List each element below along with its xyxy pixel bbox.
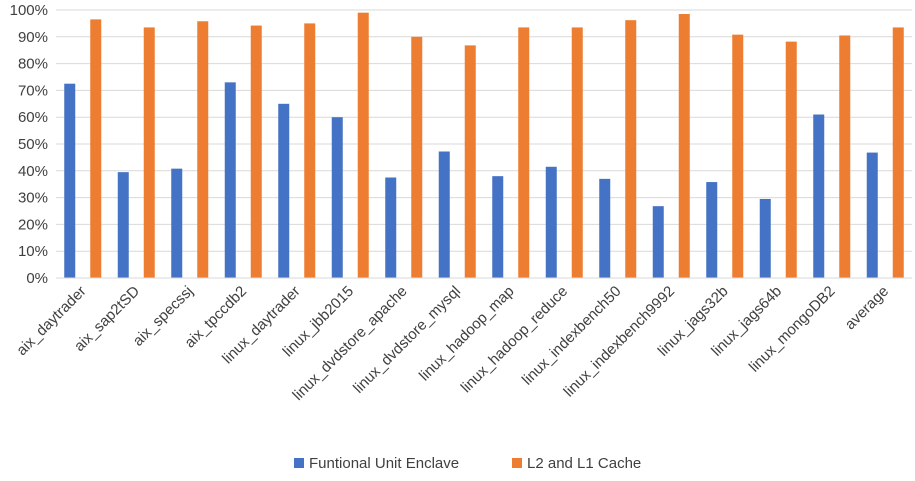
y-axis: 0% 10% 20% 30% 40% 50% 60% 70% 80% 90% 100% xyxy=(10,2,48,287)
y-tick-label: 80% xyxy=(18,56,48,73)
x-axis: aix_daytraderaix_sap2tSDaix_specssjaix_t… xyxy=(13,277,912,404)
bar-functional-unit-enclave-linux_indexbench9992 xyxy=(652,206,664,278)
gridlines xyxy=(56,9,912,279)
bar-functional-unit-enclave-linux_dvdstore_apache xyxy=(385,177,397,278)
x-tick-label: linux_dvdstore_mysql xyxy=(350,283,464,397)
bar-functional-unit-enclave-aix_specssj xyxy=(171,168,183,278)
x-tick-label: linux_hadoop_reduce xyxy=(458,283,571,396)
bar-functional-unit-enclave-linux_daytrader xyxy=(278,103,290,278)
bar-functional-unit-enclave-linux_jbb2015 xyxy=(331,117,343,278)
bars xyxy=(64,12,904,279)
bar-l2-l1-cache-linux_daytrader xyxy=(304,23,316,279)
bar-functional-unit-enclave-linux_jags32b xyxy=(706,182,718,278)
y-tick-label: 60% xyxy=(18,109,48,126)
bar-l2-l1-cache-average xyxy=(892,27,904,279)
x-tick-label: linux_hadoop_map xyxy=(416,283,518,385)
y-tick-label: 100% xyxy=(10,2,48,19)
bar-l2-l1-cache-linux_hadoop_map xyxy=(518,27,530,279)
bar-l2-l1-cache-linux_jags64b xyxy=(785,41,797,279)
bar-l2-l1-cache-linux_indexbench9992 xyxy=(678,14,690,279)
bar-functional-unit-enclave-linux_hadoop_map xyxy=(492,176,504,278)
bar-functional-unit-enclave-linux_dvdstore_mysql xyxy=(438,151,450,278)
bar-l2-l1-cache-linux_hadoop_reduce xyxy=(571,27,583,279)
bar-functional-unit-enclave-aix_daytrader xyxy=(64,83,76,278)
bar-functional-unit-enclave-aix_tpccdb2 xyxy=(224,82,236,278)
y-tick-label: 0% xyxy=(26,270,48,287)
y-tick-label: 30% xyxy=(18,190,48,207)
bar-l2-l1-cache-linux_dvdstore_mysql xyxy=(464,45,476,278)
y-tick-label: 20% xyxy=(18,216,48,233)
y-tick-label: 90% xyxy=(18,29,48,46)
bar-l2-l1-cache-linux_jags32b xyxy=(732,34,744,278)
y-tick-label: 10% xyxy=(18,243,48,260)
bar-functional-unit-enclave-linux_indexbench50 xyxy=(599,178,611,278)
legend: Funtional Unit Enclave L2 and L1 Cache xyxy=(294,455,641,472)
bar-l2-l1-cache-linux_dvdstore_apache xyxy=(411,36,423,278)
bar-l2-l1-cache-linux_jbb2015 xyxy=(357,12,369,279)
x-tick-label: linux_indexbench50 xyxy=(519,283,625,389)
bar-functional-unit-enclave-linux_jags64b xyxy=(759,198,771,278)
x-tick-label: average xyxy=(842,283,892,333)
bar-l2-l1-cache-aix_daytrader xyxy=(90,19,102,278)
y-tick-label: 70% xyxy=(18,82,48,99)
bar-functional-unit-enclave-aix_sap2tSD xyxy=(117,172,129,278)
bar-l2-l1-cache-linux_indexbench50 xyxy=(625,20,637,279)
bar-l2-l1-cache-aix_specssj xyxy=(197,21,209,278)
bar-l2-l1-cache-aix_tpccdb2 xyxy=(250,25,262,278)
bar-l2-l1-cache-aix_sap2tSD xyxy=(143,27,155,279)
legend-swatch-l2-l1-cache xyxy=(512,458,522,468)
y-tick-label: 40% xyxy=(18,163,48,180)
legend-label-functional-unit-enclave: Funtional Unit Enclave xyxy=(309,455,459,472)
legend-label-l2-l1-cache: L2 and L1 Cache xyxy=(527,455,641,472)
bar-functional-unit-enclave-linux_mongoDB2 xyxy=(813,114,825,279)
y-tick-label: 50% xyxy=(18,136,48,153)
bar-functional-unit-enclave-average xyxy=(866,152,878,278)
bar-functional-unit-enclave-linux_hadoop_reduce xyxy=(545,166,557,278)
bar-l2-l1-cache-linux_mongoDB2 xyxy=(839,35,851,279)
legend-swatch-functional-unit-enclave xyxy=(294,458,304,468)
